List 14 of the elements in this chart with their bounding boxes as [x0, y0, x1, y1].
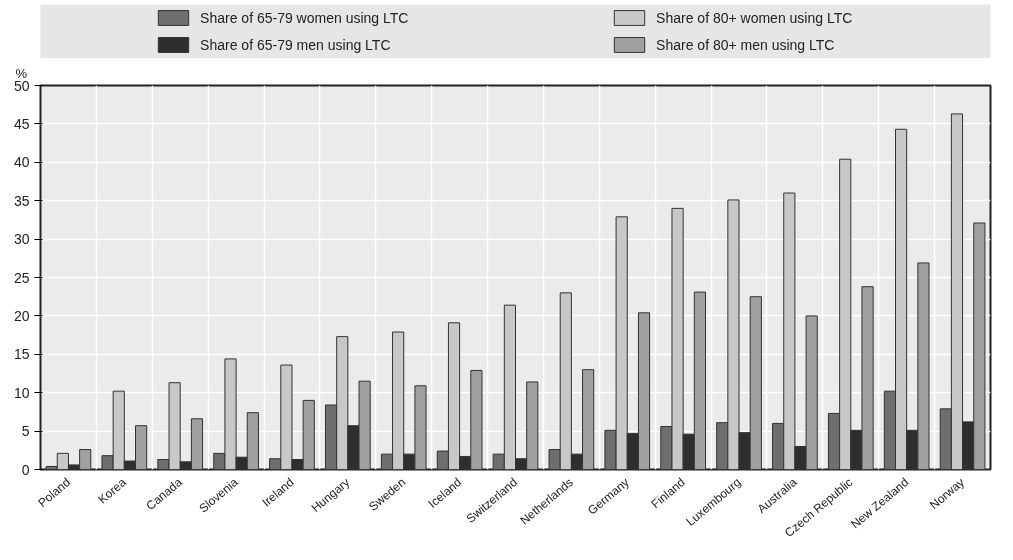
legend-label: Share of 80+ women using LTC — [656, 10, 853, 26]
y-tick-label: 35 — [13, 192, 30, 209]
y-tick-label: 10 — [13, 384, 30, 401]
y-tick-label: 15 — [13, 346, 30, 363]
y-tick-label: 30 — [13, 231, 30, 248]
y-tick-label: 0 — [21, 461, 30, 478]
y-tick-label: 45 — [13, 115, 30, 132]
y-tick-label: 5 — [21, 423, 30, 440]
legend-label: Share of 65-79 men using LTC — [200, 37, 391, 53]
y-tick-label: 25 — [13, 269, 30, 286]
legend-label: Share of 80+ men using LTC — [656, 37, 835, 53]
y-tick-label: 20 — [13, 307, 30, 324]
legend-label: Share of 65-79 women using LTC — [200, 10, 409, 26]
y-tick-label: 40 — [13, 154, 30, 171]
